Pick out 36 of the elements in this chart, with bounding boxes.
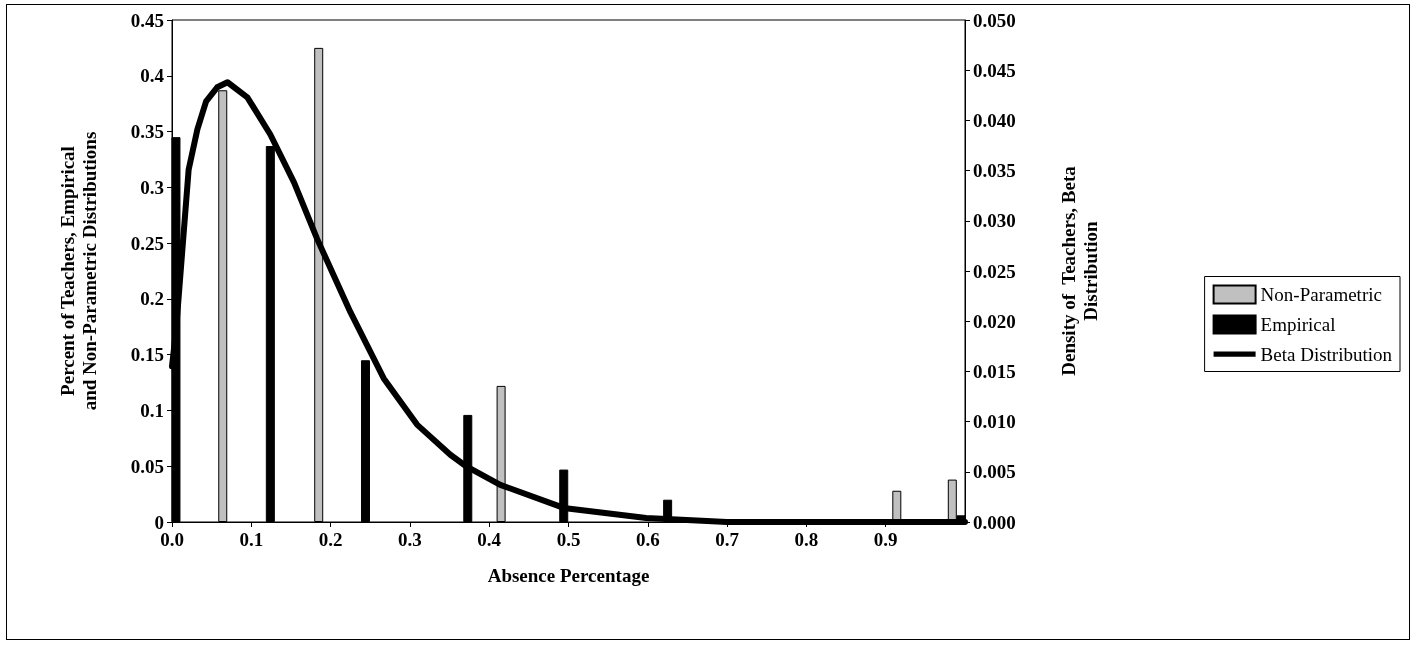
y-axis-title: Percent of Teachers, Empirical and Non-Parametric Distributions <box>56 131 100 411</box>
x-tick-label: 0.4 <box>477 529 502 550</box>
x-tick-label: 0.8 <box>794 529 819 550</box>
y2-tick-label: 0.025 <box>973 260 1016 282</box>
x-tick-label: 0.7 <box>715 529 740 550</box>
y-tick-label: 0.2 <box>140 288 164 310</box>
y2-tick-label: 0.015 <box>973 360 1016 382</box>
legend-label: Non-Parametric <box>1260 284 1382 305</box>
y-tick-label: 0.1 <box>140 399 164 421</box>
legend-label: Empirical <box>1260 314 1336 335</box>
y-tick-label: 0.25 <box>130 232 164 254</box>
x-tick-label: 0.6 <box>635 529 660 550</box>
bar <box>892 490 902 522</box>
y-tick-label: 0.35 <box>130 121 164 143</box>
x-tick-label: 0.9 <box>873 529 898 550</box>
x-axis-title: Absence Percentage <box>487 564 650 586</box>
y-tick-label: 0.4 <box>140 65 165 87</box>
y-tick-label: 0.05 <box>130 455 164 477</box>
y2-tick-label: 0.035 <box>973 160 1016 182</box>
x-tick-label: 0.3 <box>398 529 422 550</box>
y2-axis-title: Density of Teachers, Beta Distribution <box>1057 165 1101 376</box>
y2-tick-label: 0.030 <box>973 210 1016 232</box>
y2-tick-label: 0.045 <box>973 59 1016 81</box>
y2-tick-label: 0.010 <box>973 411 1016 433</box>
y2-tick-label: 0.005 <box>973 461 1016 483</box>
x-tick-label: 0.1 <box>239 529 264 550</box>
legend-label: Beta Distribution <box>1260 343 1393 365</box>
y2-tick-label: 0.020 <box>973 310 1016 332</box>
y-tick-label: 0.3 <box>140 176 164 198</box>
y-tick-label: 0.45 <box>130 9 164 31</box>
y-tick-label: 0.15 <box>130 344 164 366</box>
y2-tick-label: 0.040 <box>973 109 1016 131</box>
y2-tick-label: 0.000 <box>973 511 1016 533</box>
y2-tick-label: 0.050 <box>973 9 1016 31</box>
x-tick-label: 0.5 <box>556 529 581 550</box>
x-tick-label: 0.2 <box>318 529 343 550</box>
